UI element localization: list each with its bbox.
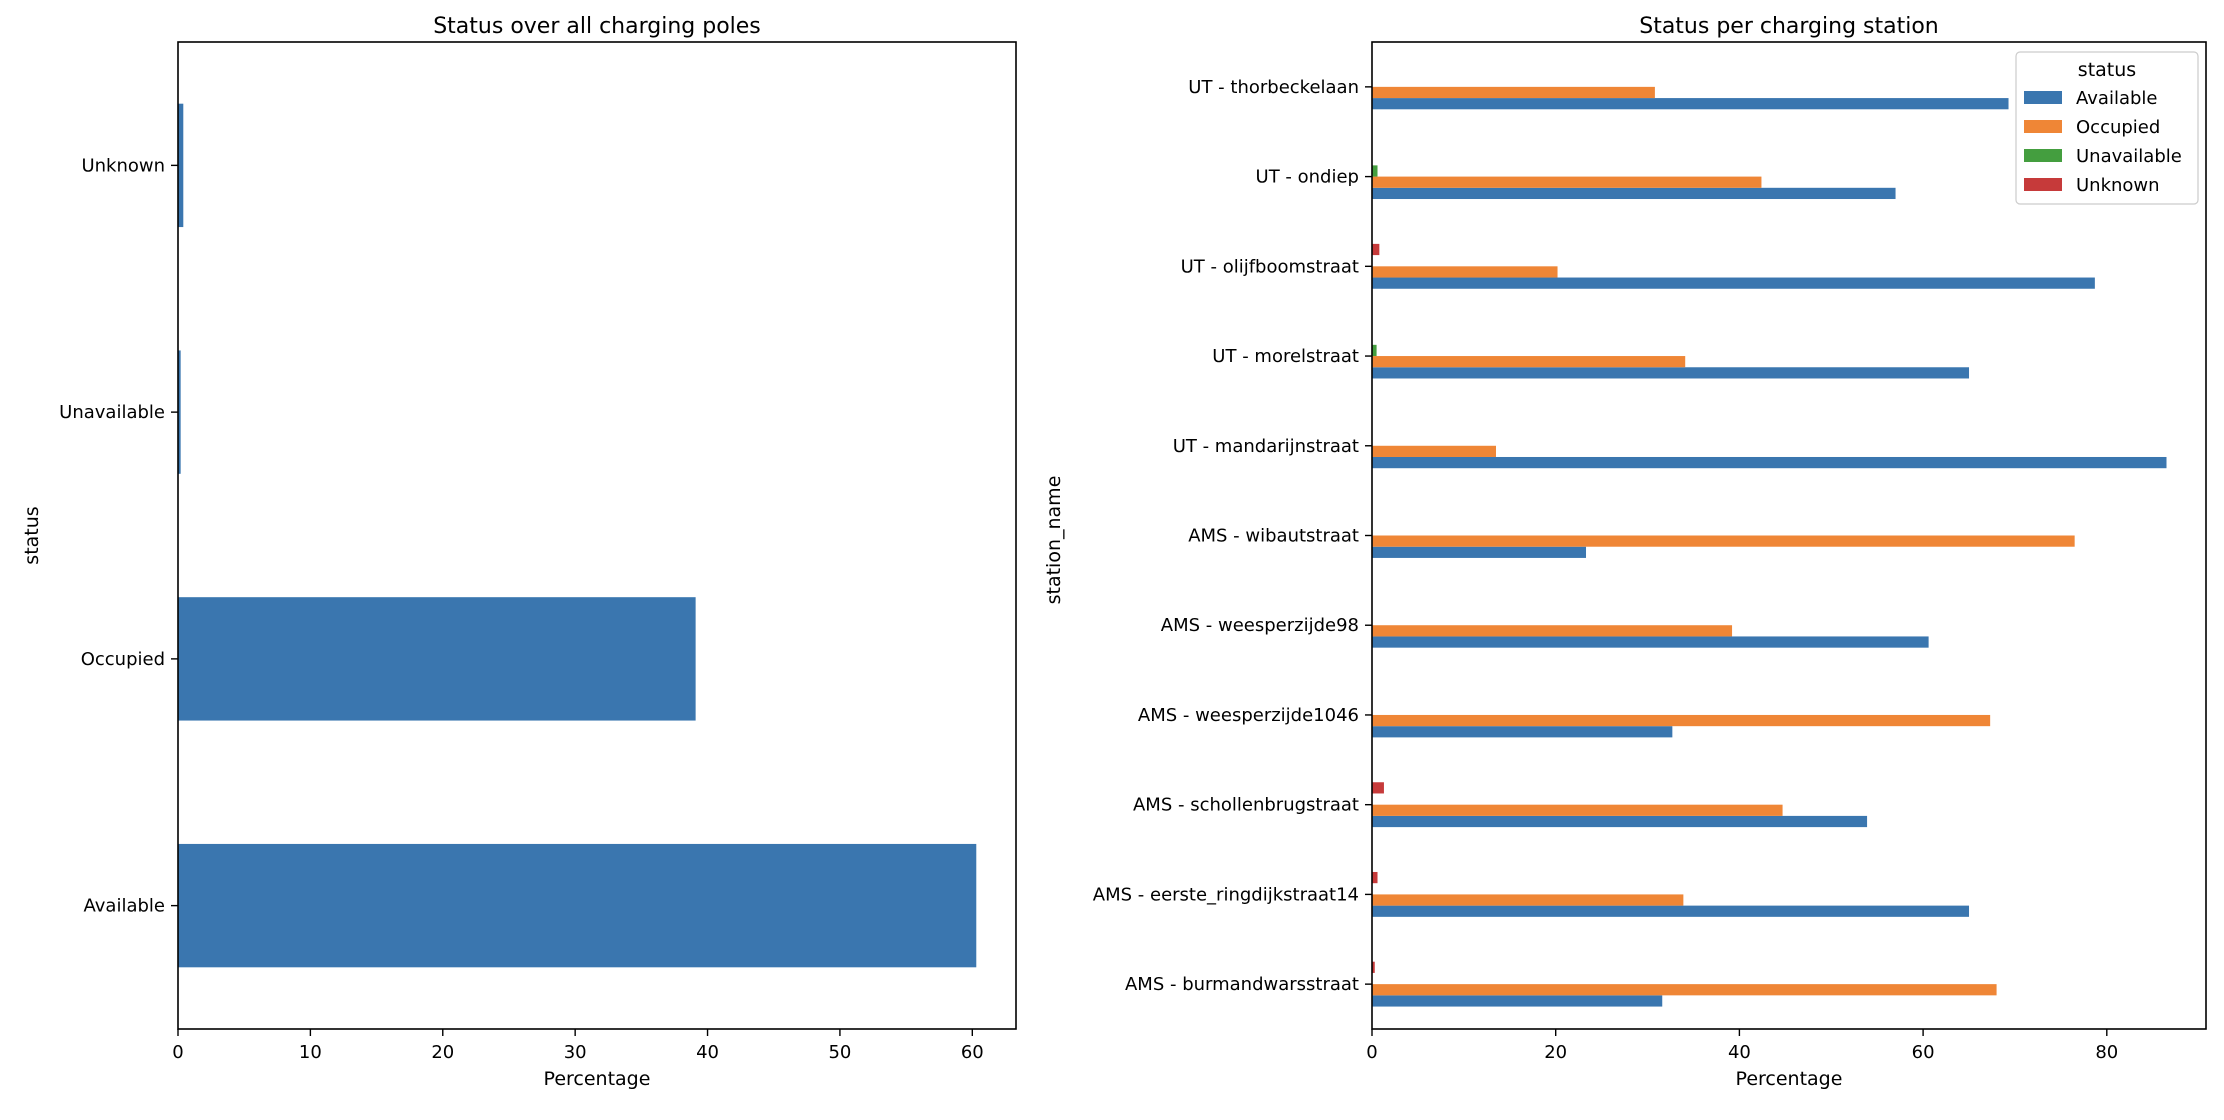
- y-axis-label: status: [21, 506, 43, 564]
- bar-available: [1372, 456, 2167, 469]
- bar-unavailable: [1372, 344, 1377, 357]
- legend-items: Available Occupied Unavailable Unknown: [2024, 88, 2182, 196]
- bar-occupied: [1372, 894, 1684, 906]
- legend-label: Unknown: [2076, 175, 2160, 196]
- y-tick-label: AMS - wibautstraat: [1188, 526, 1359, 547]
- y-tick-label: UT - mandarijnstraat: [1173, 436, 1359, 457]
- y-tick-label: AMS - weesperzijde1046: [1138, 705, 1359, 726]
- bar-available: [1372, 98, 2009, 110]
- x-tick-label: 10: [299, 1042, 322, 1063]
- y-tick-group: Available Occupied Unavailable Unknown: [59, 155, 178, 917]
- bar-available: [1372, 367, 1970, 379]
- legend-swatch: [2024, 149, 2062, 162]
- y-tick-label: Occupied: [81, 649, 165, 670]
- bar-occupied: [1372, 266, 1558, 278]
- y-tick-label: UT - morelstraat: [1212, 346, 1359, 367]
- y-tick-label: UT - olijfboomstraat: [1181, 256, 1359, 277]
- x-tick-label: 40: [1728, 1042, 1751, 1063]
- bar-available: [1372, 995, 1663, 1007]
- bar-unavailable: [1372, 165, 1378, 177]
- bar-group: [178, 103, 977, 968]
- y-tick-label: Unavailable: [59, 402, 165, 423]
- legend-title: status: [2078, 59, 2136, 81]
- y-tick-group: AMS - burmandwarsstraat AMS - eerste_ring…: [1093, 77, 1372, 995]
- bar-occupied: [1372, 356, 1686, 368]
- bar-occupied: [1372, 86, 1655, 99]
- y-tick-label: Unknown: [81, 155, 165, 176]
- y-tick-label: AMS - burmandwarsstraat: [1125, 974, 1359, 995]
- bar-unknown: [1372, 782, 1384, 794]
- x-tick-label: 0: [172, 1042, 183, 1063]
- legend-swatch: [2024, 120, 2062, 133]
- bar-available: [1372, 905, 1970, 917]
- bar-occupied: [1372, 804, 1783, 816]
- legend-label: Occupied: [2076, 117, 2160, 138]
- bar-unknown: [178, 103, 184, 228]
- bar-available: [1372, 546, 1587, 558]
- x-tick-label: 50: [828, 1042, 851, 1063]
- x-axis-label: Percentage: [1736, 1068, 1843, 1090]
- legend-frame: [2015, 51, 2199, 205]
- legend-label: Available: [2076, 88, 2157, 109]
- y-tick-label: AMS - eerste_ringdijkstraat14: [1093, 884, 1359, 905]
- x-tick-group: 0 20 40 60 80: [1366, 1029, 2118, 1063]
- bar-occupied: [1372, 445, 1496, 457]
- legend-swatch: [2024, 178, 2062, 191]
- x-tick-label: 30: [564, 1042, 587, 1063]
- x-tick-label: 60: [1912, 1042, 1935, 1063]
- bar-group: [1372, 86, 2167, 1007]
- bar-available: [178, 843, 977, 968]
- bar-unavailable: [178, 350, 181, 474]
- bar-unknown: [1372, 871, 1378, 884]
- y-tick-label: UT - ondiep: [1256, 167, 1359, 188]
- chart-status-overall: Status over all charging poles Available…: [21, 14, 1017, 1090]
- bar-available: [1372, 187, 1896, 200]
- x-axis-label: Percentage: [544, 1068, 651, 1090]
- x-tick-label: 40: [696, 1042, 719, 1063]
- y-tick-label: AMS - weesperzijde98: [1161, 615, 1359, 636]
- bar-occupied: [1372, 625, 1733, 637]
- plot-frame: [177, 41, 1017, 1030]
- bar-occupied: [1372, 714, 1991, 727]
- y-tick-label: UT - thorbeckelaan: [1188, 77, 1359, 98]
- bar-available: [1372, 636, 1929, 648]
- bar-unknown: [1372, 961, 1375, 973]
- legend-swatch: [2024, 91, 2062, 104]
- x-tick-label: 60: [961, 1042, 984, 1063]
- bar-available: [1372, 726, 1673, 738]
- chart-title: Status over all charging poles: [433, 14, 761, 39]
- bar-available: [1372, 277, 2095, 289]
- bar-occupied: [1372, 176, 1762, 188]
- y-tick-label: Available: [84, 896, 165, 917]
- x-tick-label: 20: [431, 1042, 454, 1063]
- x-tick-label: 80: [2095, 1042, 2118, 1063]
- legend: status Available Occupied Unavailable Unkno…: [2015, 51, 2199, 205]
- y-tick-label: AMS - schollenbrugstraat: [1133, 795, 1359, 816]
- chart-title: Status per charging station: [1639, 14, 1939, 39]
- bar-occupied: [178, 597, 696, 721]
- x-tick-label: 20: [1544, 1042, 1567, 1063]
- bar-available: [1372, 815, 1868, 828]
- chart-status-per-station: Status per charging station AMS - burman…: [1043, 14, 2207, 1090]
- y-axis-label: station_name: [1043, 476, 1065, 605]
- bar-occupied: [1372, 535, 2075, 547]
- x-tick-label: 0: [1366, 1042, 1377, 1063]
- bar-occupied: [1372, 984, 1997, 996]
- x-tick-group: 0 10 20 30 40 50 60: [172, 1029, 984, 1063]
- bar-unknown: [1372, 243, 1380, 256]
- legend-label: Unavailable: [2076, 146, 2182, 167]
